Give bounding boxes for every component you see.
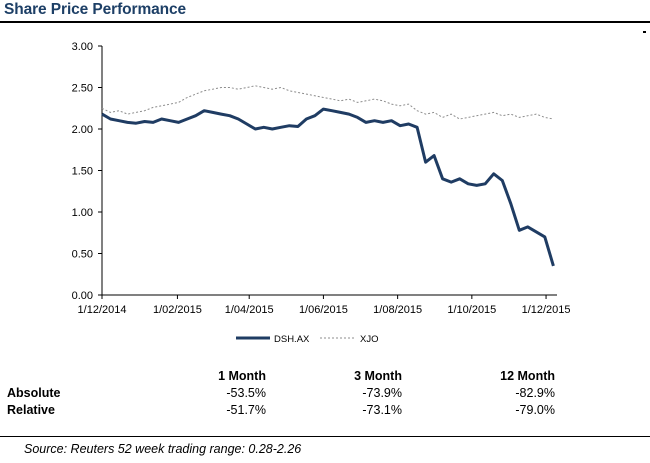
legend-label-dsh: DSH.AX — [274, 334, 310, 345]
y-tick-label: 2.50 — [72, 83, 93, 95]
column-header-3-month: 3 Month — [354, 369, 402, 383]
y-tick-label: 0.00 — [72, 290, 93, 302]
share-price-chart: 0.00 0.50 1.00 1.50 2.00 2.50 3.00 1/12/2014 1/0… — [72, 41, 571, 345]
performance-row-relative: Relative -51.7% -73.1% -79.0% — [0, 403, 650, 419]
x-tick-label: 1/10/2015 — [447, 304, 496, 316]
chart-title: Share Price Performance — [4, 1, 187, 18]
x-tick-label: 1/04/2015 — [225, 304, 274, 316]
series-line-xjo — [101, 85, 554, 120]
title-divider-tick — [643, 31, 646, 33]
row-label-absolute: Absolute — [7, 386, 61, 400]
relative-3-month: -73.1% — [362, 403, 402, 417]
relative-1-month: -51.7% — [226, 403, 266, 417]
x-tick-label: 1/08/2015 — [373, 304, 422, 316]
source-note: Source: Reuters 52 week trading range: 0… — [24, 442, 302, 456]
series-line-dsh-ax — [101, 107, 555, 267]
absolute-1-month: -53.5% — [226, 386, 266, 400]
y-tick-label: 1.50 — [72, 166, 93, 178]
source-divider — [0, 436, 650, 437]
y-tick-label: 1.00 — [72, 207, 93, 219]
legend-label-xjo: XJO — [360, 334, 378, 345]
absolute-12-month: -82.9% — [515, 386, 555, 400]
row-label-relative: Relative — [7, 403, 55, 417]
relative-12-month: -79.0% — [515, 403, 555, 417]
x-tick-label: 1/06/2015 — [299, 304, 348, 316]
title-divider — [0, 21, 650, 23]
x-tick-label: 1/02/2015 — [153, 304, 202, 316]
column-header-1-month: 1 Month — [218, 369, 266, 383]
x-tick-label: 1/12/2015 — [522, 304, 571, 316]
y-tick-label: 3.00 — [72, 41, 93, 53]
y-tick-label: 0.50 — [72, 249, 93, 261]
column-header-12-month: 12 Month — [500, 369, 555, 383]
x-tick-label: 1/12/2014 — [78, 304, 127, 316]
y-tick-label: 2.00 — [72, 124, 93, 136]
performance-row-absolute: Absolute -53.5% -73.9% -82.9% — [0, 386, 650, 402]
performance-header-row: 1 Month 3 Month 12 Month — [0, 369, 650, 385]
absolute-3-month: -73.9% — [362, 386, 402, 400]
